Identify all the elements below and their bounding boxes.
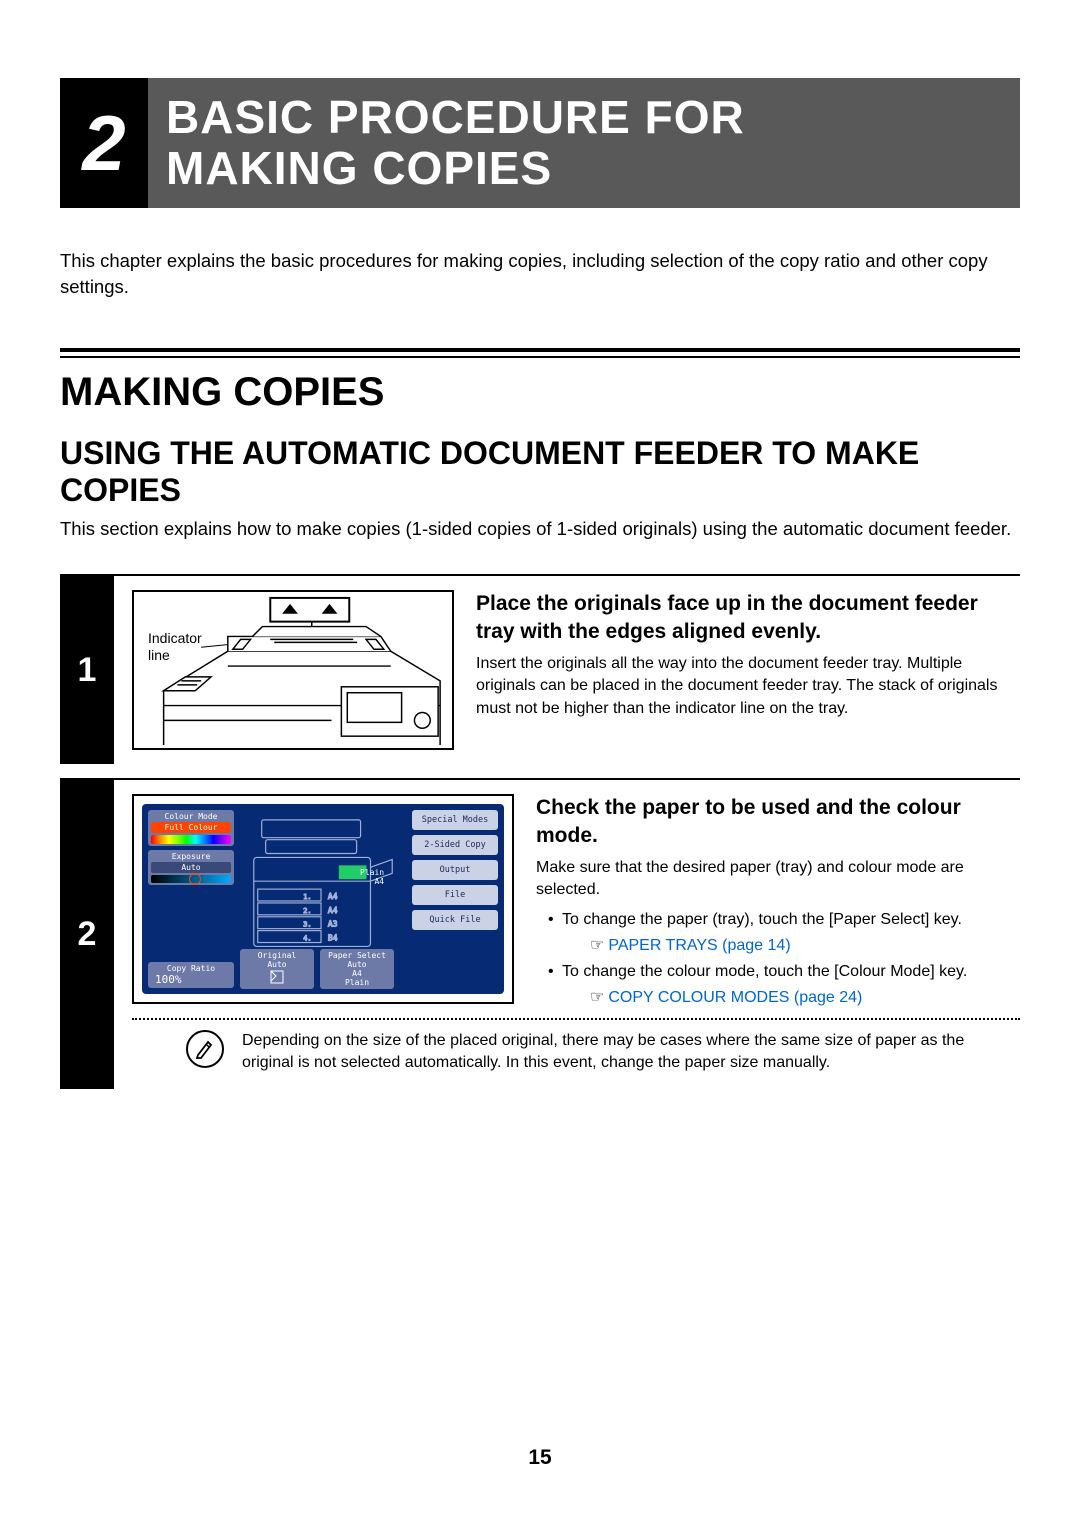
- step-2-number: 2: [60, 780, 114, 1088]
- section-divider: [60, 348, 1020, 358]
- file-button[interactable]: File: [412, 885, 498, 905]
- paper-trays-link[interactable]: ☞PAPER TRAYS (page 14): [562, 934, 1020, 958]
- quick-file-button[interactable]: Quick File: [412, 910, 498, 930]
- svg-text:A3: A3: [328, 920, 338, 929]
- section-heading: MAKING COPIES: [60, 370, 1020, 415]
- svg-text:A4: A4: [328, 906, 338, 915]
- step-2-desc: Make sure that the desired paper (tray) …: [536, 857, 1020, 902]
- step-2-title: Check the paper to be used and the colou…: [536, 794, 1020, 849]
- two-sided-copy-button[interactable]: 2-Sided Copy: [412, 835, 498, 855]
- pencil-note-icon: [186, 1030, 224, 1068]
- step-1-number: 1: [60, 576, 114, 764]
- svg-text:B4: B4: [328, 934, 338, 943]
- paper-select-button[interactable]: Paper Select Auto A4 Plain: [320, 949, 394, 989]
- step-1-desc: Insert the originals all the way into th…: [476, 653, 1020, 720]
- copy-ratio-button[interactable]: Copy Ratio 100%: [148, 962, 234, 988]
- exposure-strip-icon: [151, 875, 231, 883]
- chapter-title: BASIC PROCEDURE FOR MAKING COPIES: [148, 92, 745, 193]
- subsection-intro: This section explains how to make copies…: [60, 518, 1020, 540]
- chapter-number: 2: [60, 78, 148, 208]
- original-button[interactable]: Original Auto: [240, 949, 314, 989]
- note-separator: [132, 1018, 1020, 1020]
- exposure-button[interactable]: Exposure Auto: [148, 850, 234, 885]
- step-1-figure: Indicator line: [132, 590, 454, 750]
- step-2-bullet-2: To change the colour mode, touch the [Co…: [548, 960, 1020, 1010]
- subsection-heading: USING THE AUTOMATIC DOCUMENT FEEDER TO M…: [60, 435, 1020, 509]
- step-2-figure: Colour Mode Full Colour Exposure Auto: [132, 794, 514, 1011]
- svg-text:1.: 1.: [303, 893, 311, 901]
- feeder-illustration-svg: [134, 592, 452, 750]
- special-modes-button[interactable]: Special Modes: [412, 810, 498, 830]
- step-1-title: Place the originals face up in the docum…: [476, 590, 1020, 645]
- note-text: Depending on the size of the placed orig…: [242, 1030, 1020, 1075]
- step-2-bullet-1: To change the paper (tray), touch the [P…: [548, 908, 1020, 958]
- svg-text:4.: 4.: [303, 935, 311, 943]
- svg-text:A4: A4: [328, 892, 338, 901]
- colour-mode-button[interactable]: Colour Mode Full Colour: [148, 810, 234, 846]
- page-number: 15: [0, 1446, 1080, 1470]
- output-button[interactable]: Output: [412, 860, 498, 880]
- intro-text: This chapter explains the basic procedur…: [60, 248, 1020, 300]
- colour-bars-icon: [151, 835, 231, 844]
- plain-a4-label: Plain A4: [360, 868, 384, 886]
- step-1: 1 Indicator line: [60, 574, 1020, 764]
- copy-colour-modes-link[interactable]: ☞COPY COLOUR MODES (page 24): [562, 986, 1020, 1010]
- step-2: 2 Colour Mode Full Colour: [60, 778, 1020, 1088]
- chapter-banner: 2 BASIC PROCEDURE FOR MAKING COPIES: [60, 78, 1020, 208]
- svg-text:3.: 3.: [303, 921, 311, 929]
- note-row: Depending on the size of the placed orig…: [132, 1030, 1020, 1075]
- document-icon: [269, 970, 285, 984]
- svg-text:2.: 2.: [303, 907, 311, 915]
